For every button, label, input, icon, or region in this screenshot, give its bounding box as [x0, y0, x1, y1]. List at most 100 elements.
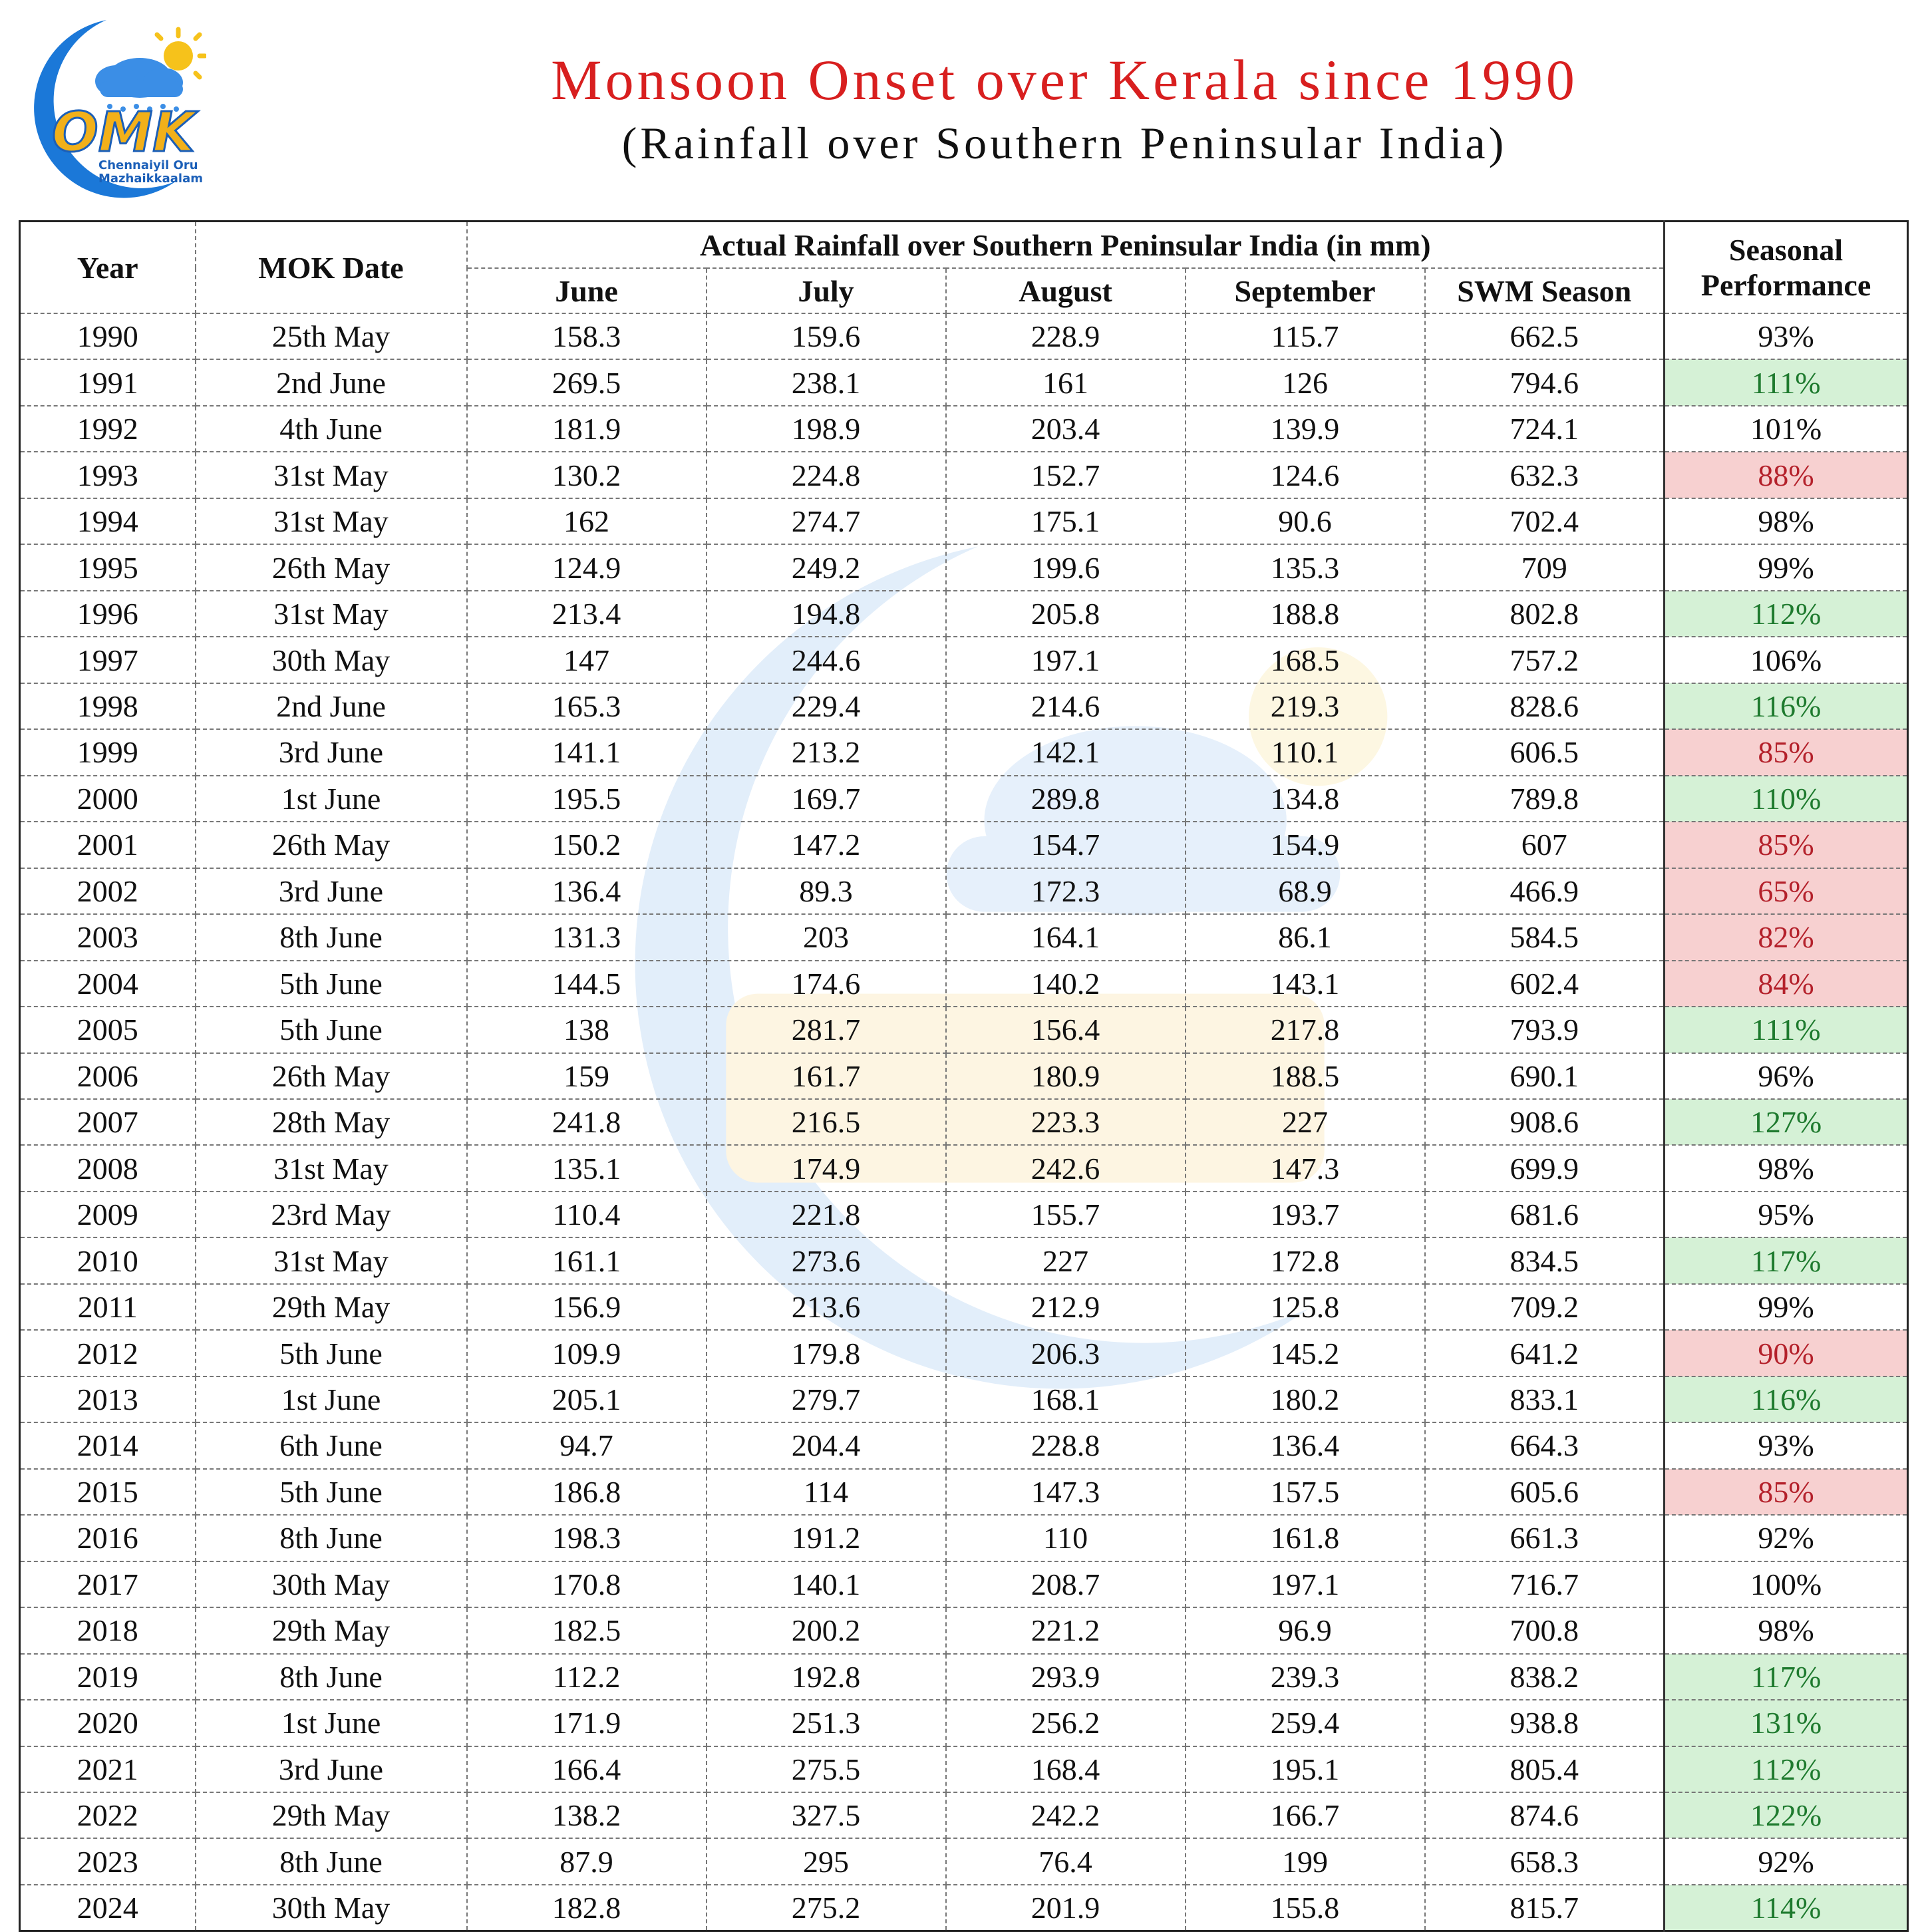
cell-june: 171.9 [466, 1699, 707, 1747]
cell-swm-season: 908.6 [1424, 1098, 1665, 1146]
cell-mok-date: 26th May [194, 1052, 468, 1100]
cell-june: 166.4 [466, 1745, 707, 1794]
cell-june: 109.9 [466, 1329, 707, 1377]
cell-august: 156.4 [945, 1006, 1186, 1054]
cell-mok-date: 2nd June [194, 682, 468, 730]
cell-august: 164.1 [945, 913, 1186, 961]
cell-september: 157.5 [1184, 1468, 1426, 1516]
cell-mok-date: 4th June [194, 404, 468, 453]
cell-performance: 95% [1663, 1190, 1909, 1239]
cell-august: 228.9 [945, 312, 1186, 361]
cell-september: 161.8 [1184, 1514, 1426, 1562]
cell-performance: 114% [1663, 1883, 1909, 1932]
cell-performance: 85% [1663, 821, 1909, 869]
cell-september: 239.3 [1184, 1653, 1426, 1701]
cell-swm-season: 724.1 [1424, 404, 1665, 453]
omk-logo-graphic: OMK Chennaiyil Oru Mazhaikkaalam [34, 20, 208, 198]
table-row: 2009 23rd May 110.4 221.8 155.7 193.7 681.6 95% [19, 1190, 1909, 1239]
table-row: 1999 3rd June 141.1 213.2 142.1 110.1 606.5 85% [19, 728, 1909, 776]
cell-july: 140.1 [705, 1560, 947, 1609]
cell-june: 141.1 [466, 728, 707, 776]
cell-year: 2004 [19, 959, 196, 1008]
cell-mok-date: 29th May [194, 1607, 468, 1655]
cell-swm-season: 757.2 [1424, 636, 1665, 684]
cell-june: 110.4 [466, 1190, 707, 1239]
cell-september: 227 [1184, 1098, 1426, 1146]
cell-year: 2010 [19, 1237, 196, 1285]
cell-swm-season: 658.3 [1424, 1838, 1665, 1885]
cell-june: 138.2 [466, 1791, 707, 1840]
cell-mok-date: 3rd June [194, 728, 468, 776]
cell-performance: 88% [1663, 451, 1909, 499]
cell-august: 242.6 [945, 1144, 1186, 1192]
cell-august: 172.3 [945, 867, 1186, 915]
cell-july: 275.5 [705, 1745, 947, 1794]
cell-swm-season: 602.4 [1424, 959, 1665, 1008]
cell-year: 2023 [19, 1838, 196, 1885]
cell-mok-date: 30th May [194, 1560, 468, 1609]
header-perf-line2: Performance [1700, 268, 1871, 302]
cell-july: 204.4 [705, 1422, 947, 1470]
cell-july: 147.2 [705, 821, 947, 869]
header-june: June [466, 267, 707, 314]
cell-september: 259.4 [1184, 1699, 1426, 1747]
cell-july: 161.7 [705, 1052, 947, 1100]
svg-text:Chennaiyil Oru: Chennaiyil Oru [98, 158, 198, 172]
cell-year: 2013 [19, 1375, 196, 1424]
cell-year: 2000 [19, 774, 196, 823]
header-perf-line1: Seasonal [1728, 233, 1843, 267]
cell-performance: 117% [1663, 1653, 1909, 1701]
cell-swm-season: 664.3 [1424, 1422, 1665, 1470]
cell-july: 249.2 [705, 544, 947, 591]
cell-june: 135.1 [466, 1144, 707, 1192]
cell-year: 2022 [19, 1791, 196, 1840]
cell-swm-season: 805.4 [1424, 1745, 1665, 1794]
cell-august: 142.1 [945, 728, 1186, 776]
cell-august: 203.4 [945, 404, 1186, 453]
cell-july: 194.8 [705, 589, 947, 638]
cell-june: 144.5 [466, 959, 707, 1008]
rainfall-table-container: Year MOK Date Actual Rainfall over South… [19, 220, 1909, 1932]
cell-year: 2020 [19, 1699, 196, 1747]
table-row: 2001 26th May 150.2 147.2 154.7 154.9 607 85% [19, 821, 1909, 869]
cell-july: 114 [705, 1468, 947, 1516]
cell-mok-date: 3rd June [194, 867, 468, 915]
table-row: 1997 30th May 147 244.6 197.1 168.5 757.2 106% [19, 636, 1909, 684]
cell-august: 221.2 [945, 1607, 1186, 1655]
cell-swm-season: 584.5 [1424, 913, 1665, 961]
header-rainfall-group: Actual Rainfall over Southern Peninsular… [466, 220, 1665, 269]
cell-september: 90.6 [1184, 497, 1426, 546]
cell-performance: 101% [1663, 404, 1909, 453]
cell-mok-date: 25th May [194, 312, 468, 361]
table-row: 2015 5th June 186.8 114 147.3 157.5 605.6 85% [19, 1468, 1909, 1516]
cell-performance: 127% [1663, 1098, 1909, 1146]
cell-august: 223.3 [945, 1098, 1186, 1146]
cell-september: 219.3 [1184, 682, 1426, 730]
cell-swm-season: 833.1 [1424, 1375, 1665, 1424]
cell-swm-season: 709 [1424, 544, 1665, 591]
cell-mok-date: 31st May [194, 589, 468, 638]
cell-august: 197.1 [945, 636, 1186, 684]
cell-july: 327.5 [705, 1791, 947, 1840]
cell-july: 169.7 [705, 774, 947, 823]
cell-year: 2011 [19, 1283, 196, 1331]
table-body: 1990 25th May 158.3 159.6 228.9 115.7 662.5 93%… [19, 312, 1909, 1932]
cell-june: 198.3 [466, 1514, 707, 1562]
cell-year: 2002 [19, 867, 196, 915]
cell-june: 130.2 [466, 451, 707, 499]
cell-september: 147.3 [1184, 1144, 1426, 1192]
cell-swm-season: 662.5 [1424, 312, 1665, 361]
table-row: 2000 1st June 195.5 169.7 289.8 134.8 789.8 110… [19, 774, 1909, 823]
cell-june: 162 [466, 497, 707, 546]
cell-year: 2001 [19, 821, 196, 869]
cell-swm-season: 606.5 [1424, 728, 1665, 776]
table-row: 1994 31st May 162 274.7 175.1 90.6 702.4 98% [19, 497, 1909, 546]
cell-september: 145.2 [1184, 1329, 1426, 1377]
cell-mok-date: 28th May [194, 1098, 468, 1146]
cell-swm-season: 466.9 [1424, 867, 1665, 915]
cell-june: 170.8 [466, 1560, 707, 1609]
cell-mok-date: 8th June [194, 1653, 468, 1701]
cell-year: 2019 [19, 1653, 196, 1701]
cell-july: 200.2 [705, 1607, 947, 1655]
cell-june: 159 [466, 1052, 707, 1100]
